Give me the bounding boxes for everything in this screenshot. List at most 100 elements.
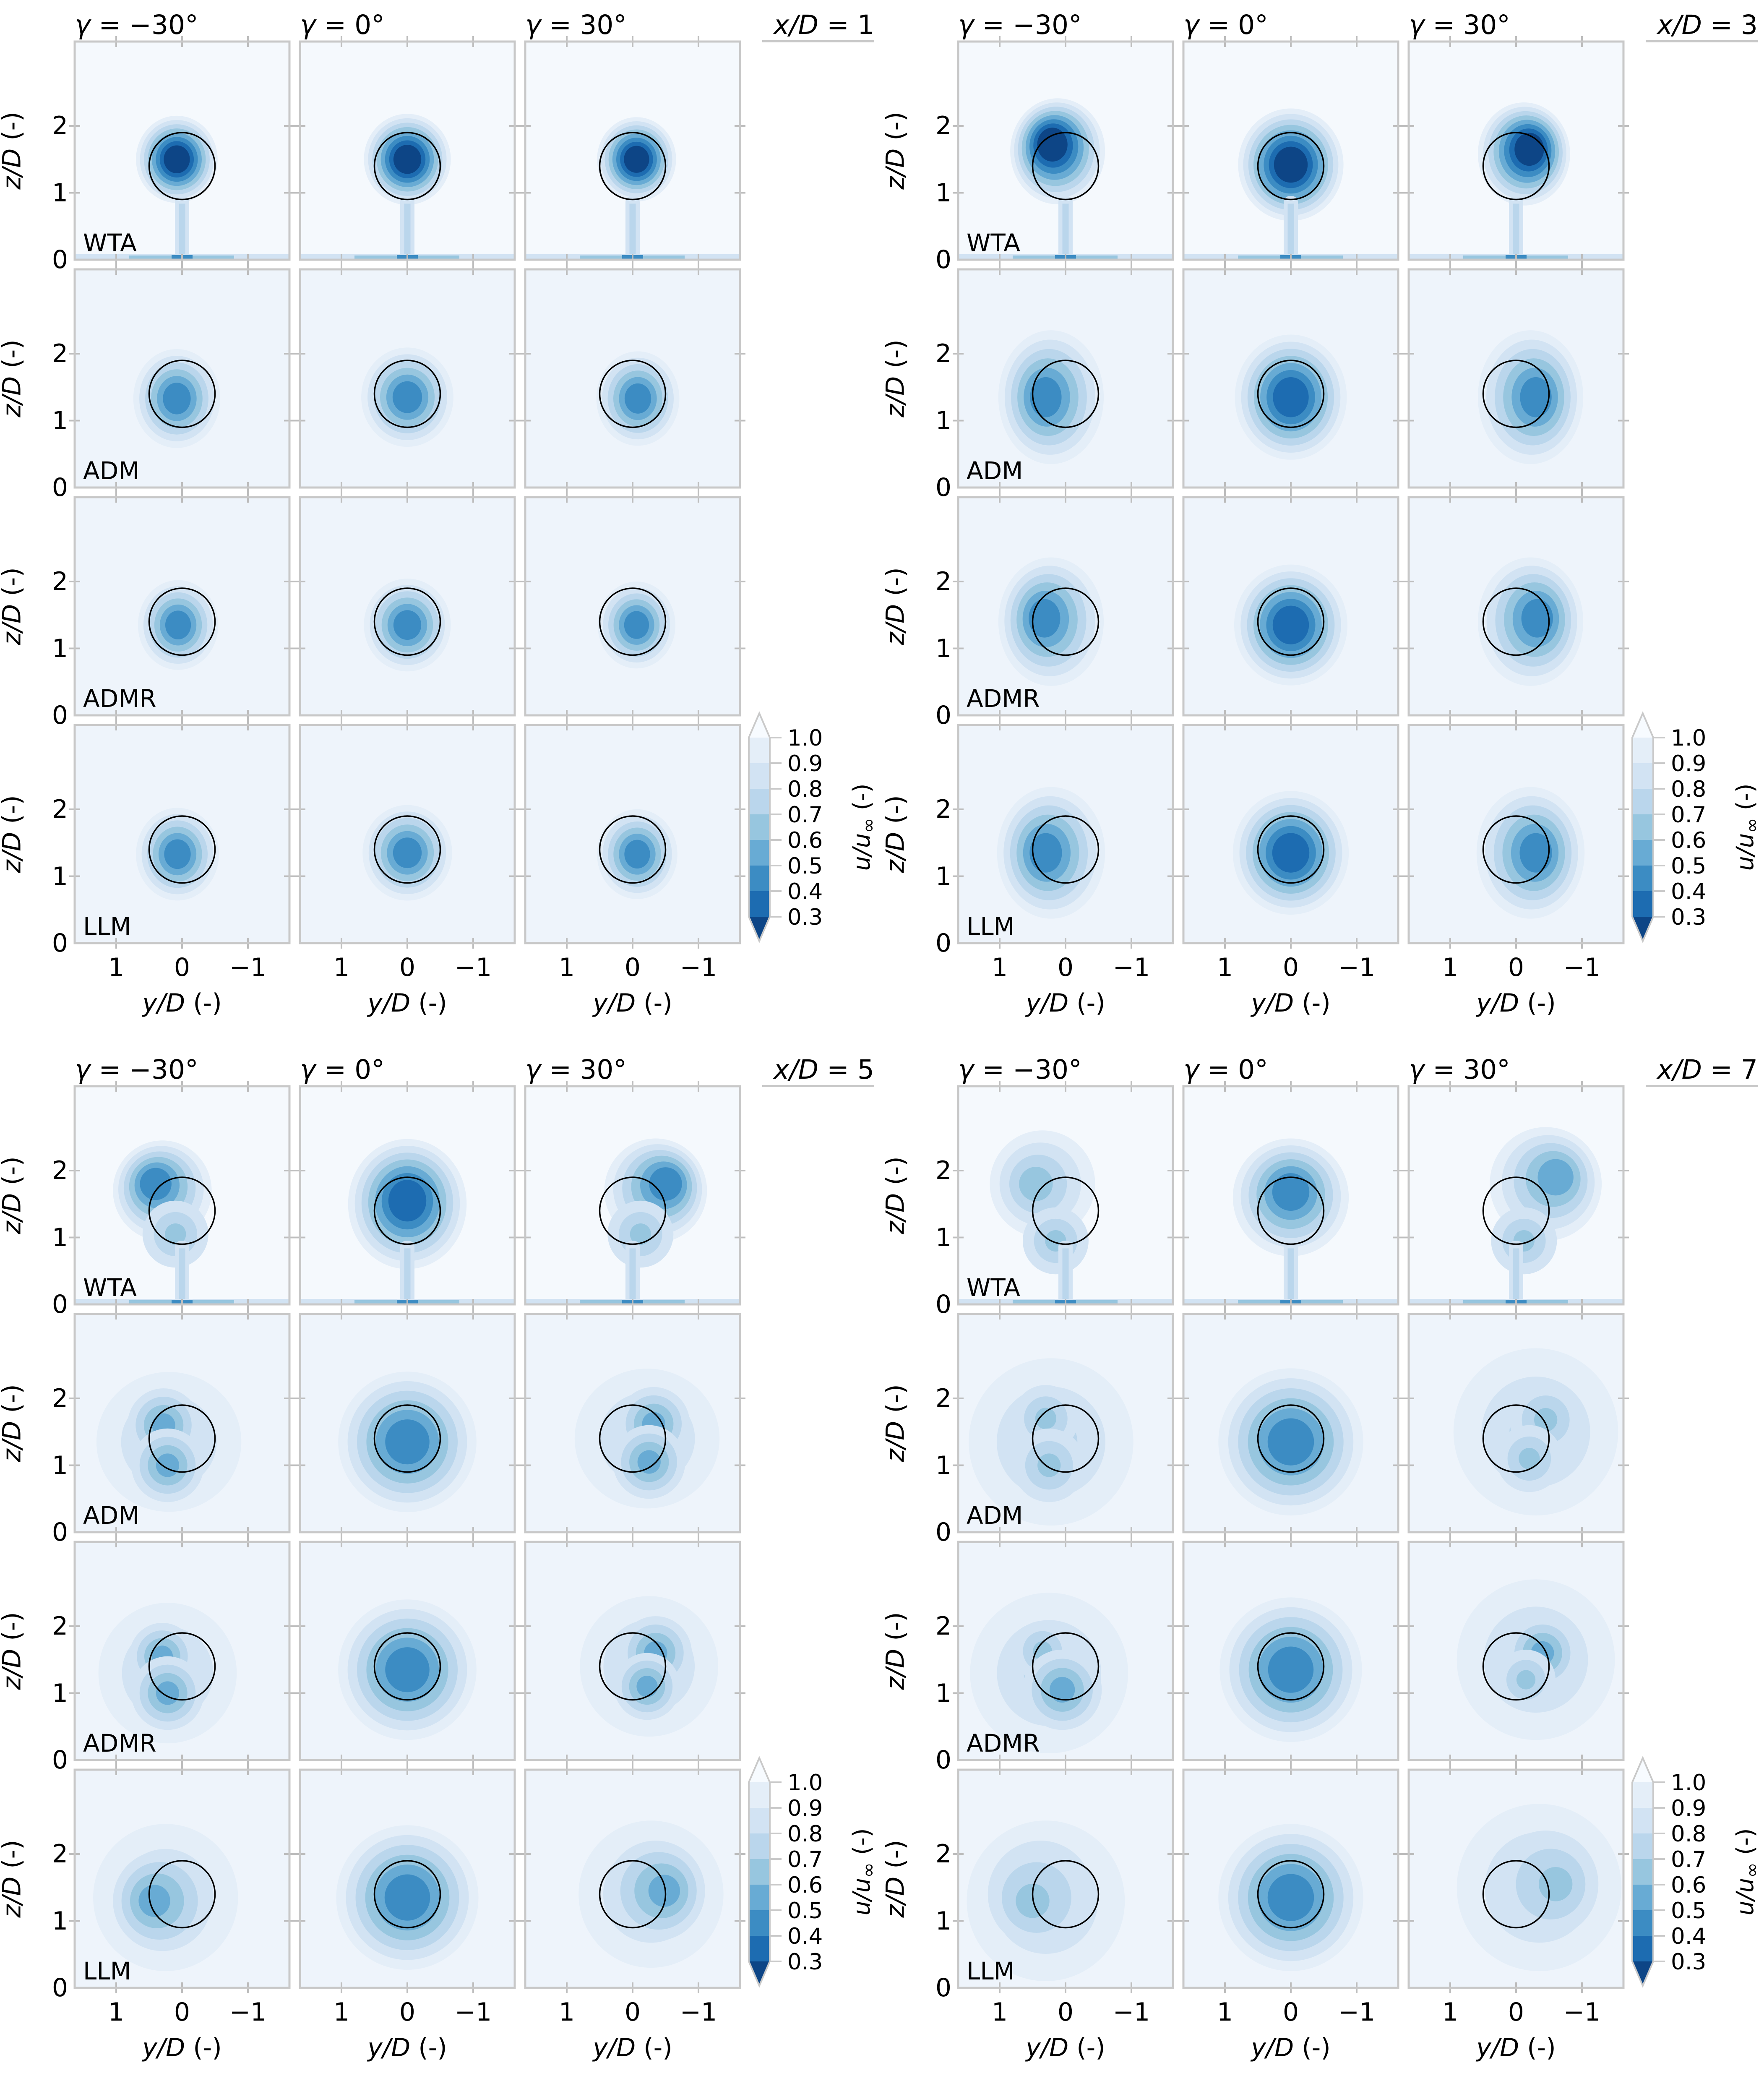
wake-contours [96,1372,242,1512]
rotor-circle [1257,1632,1325,1701]
z-tick-label: 2 [935,1612,951,1641]
z-tick-label: 1 [935,1450,951,1480]
z-axis-label-text: z/D (-) [881,567,910,645]
column-title-gamma-1: γ = 0° [1183,1054,1268,1085]
colorbar-tick-label: 0.6 [787,1872,823,1898]
wake-contour-band [624,840,650,869]
z-tick-label: 2 [52,1839,68,1869]
panel-frame [299,1313,516,1533]
x-tick-label: 0 [399,1998,416,2027]
wake-contour-band [1029,599,1060,638]
column-title-gamma-1: γ = 0° [1183,10,1268,40]
rotor-circle [1257,1176,1325,1245]
panel-frame [524,1313,741,1533]
z-tick-label: 2 [52,567,68,596]
x-tick-label: 1 [558,953,575,982]
wake-contour-band [385,1647,430,1692]
z-tick-label: 1 [52,861,68,891]
x-tick-label: 0 [174,953,190,982]
model-label: ADM [967,1501,1023,1530]
panel-frame [73,496,291,717]
rotor-circle [148,815,216,884]
wake-contour-band [165,1223,186,1245]
rotor-circle [1032,1632,1100,1701]
colorbar-label: u/u∞ (-) [1732,1828,1763,1915]
tower-wake-core [1287,203,1294,259]
wake-contours [970,1593,1128,1754]
rotor-circle [148,587,216,656]
wake-contours [1453,1348,1618,1516]
panel-frame [73,268,291,489]
x-axis-label: y/D (-) [142,988,222,1018]
contour-panel-admr-gamma-−30: ADMR [953,492,1178,721]
rotor-circle [599,1632,667,1701]
x-tick-label: −1 [1563,1998,1601,2027]
colorbar-under-arrow [749,917,770,941]
panel-frame [73,1085,291,1306]
colorbar-tick-label: 0.5 [787,853,823,879]
x-tick-label: 0 [624,953,641,982]
rotor-circle [1482,1632,1550,1701]
wake-contour-band [388,1180,427,1222]
x-tick-label: 0 [174,1998,190,2027]
wake-contour-band [1516,1670,1536,1690]
z-tick-label: 1 [52,1678,68,1708]
z-axis-label-text: z/D (-) [881,1384,910,1462]
colorbar-tick-label: 0.5 [787,1898,823,1924]
x-axis-label: y/D (-) [1026,2033,1105,2063]
x-tick-label: −1 [1338,1998,1376,2027]
panel-frame [1407,724,1625,944]
panel-frame [524,496,741,717]
model-label: ADMR [967,1729,1040,1758]
contour-panel-wta-gamma-−30: WTA [69,1081,295,1310]
rotor-circle [599,1404,667,1473]
z-axis-label-text: z/D (-) [0,339,27,417]
wake-contours [597,582,676,669]
x-tick-label: −1 [229,1998,267,2027]
contour-panel-wta-gamma-−30: WTA [953,36,1178,265]
model-label: LLM [83,912,131,941]
contour-panel-wta-gamma-−30: WTA [69,36,295,265]
wake-contours [98,1603,237,1744]
panel-frame [524,1541,741,1761]
z-tick-label: 0 [935,1290,951,1319]
x-tick-label: 1 [108,953,125,982]
z-axis-label: z/D (-) [0,1770,27,1988]
x-tick-label: −1 [1563,953,1601,982]
rotor-circle [148,1632,216,1701]
wake-contours [1410,102,1623,259]
tower-wake-core [1062,203,1069,259]
xd-rule [762,40,874,42]
z-tick-label: 1 [935,1223,951,1252]
panel-frame [299,40,516,261]
z-tick-label: 0 [52,1290,68,1319]
colorbar-tick-label: 0.8 [787,1821,823,1847]
colorbar: 1.00.90.80.70.60.50.40.3 u/u∞ (-) [748,711,879,944]
x-tick-label: 1 [1217,953,1233,982]
column-title-gamma-2: γ = 30° [1409,1054,1510,1085]
x-tick-label: 1 [108,1998,125,2027]
wake-contours [574,1369,720,1509]
colorbar-tick-label: 1.0 [787,725,823,751]
colorbar-segment [1632,1782,1653,1808]
wake-contours [967,1820,1125,1982]
z-axis-label: z/D (-) [0,497,27,715]
tower-wake-core [404,1248,411,1304]
colorbar-label: u/u∞ (-) [848,783,879,871]
colorbar-segment [749,763,770,789]
colorbar-tick-label: 0.5 [1671,853,1706,879]
z-tick-label: 1 [935,1906,951,1936]
wake-contour-band [1035,1408,1057,1429]
x-tick-label: 1 [1442,953,1459,982]
rotor-circle [599,1860,667,1929]
z-tick-label: 1 [935,1678,951,1708]
contour-panel-adm-gamma-30 [1403,264,1629,493]
z-tick-label: 1 [52,634,68,663]
colorbar-tick-label: 0.9 [1671,751,1706,777]
z-tick-label: 0 [52,1973,68,2003]
z-axis-label-text: z/D (-) [0,1840,27,1918]
rotor-circle [373,360,441,428]
panel-frame [299,724,516,944]
z-axis-label: z/D (-) [881,42,910,260]
